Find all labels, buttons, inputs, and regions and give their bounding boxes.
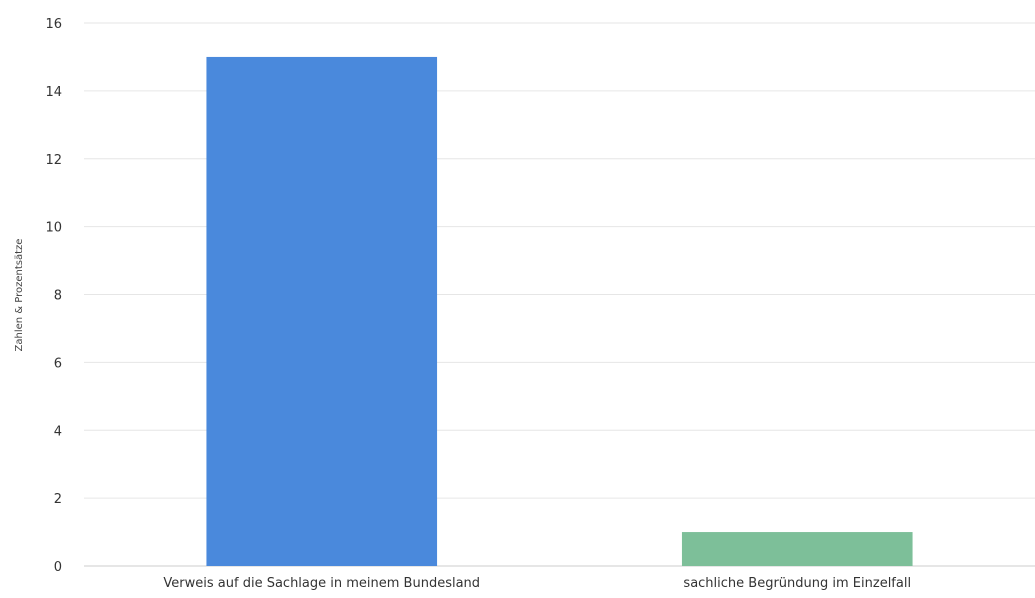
y-tick-label: 8 [54, 289, 62, 304]
bar[interactable] [206, 56, 438, 566]
y-tick-label: 4 [54, 424, 62, 439]
y-axis-ticks: 0 2 4 6 8 10 12 14 16 [45, 17, 62, 575]
bars [206, 56, 913, 566]
x-category-label: Verweis auf die Sachlage in meinem Bunde… [163, 576, 480, 591]
x-category-label: sachliche Begründung im Einzelfall [683, 576, 911, 591]
y-tick-label: 0 [54, 560, 62, 575]
y-tick-label: 16 [45, 17, 62, 32]
y-axis-title: Zahlen & Prozentsätze [14, 239, 25, 352]
y-tick-label: 12 [45, 153, 62, 168]
y-tick-label: 10 [45, 221, 62, 236]
x-axis-labels: Verweis auf die Sachlage in meinem Bunde… [163, 576, 911, 591]
y-tick-label: 6 [54, 356, 62, 371]
bar[interactable] [681, 532, 913, 566]
y-tick-label: 2 [54, 492, 62, 507]
y-tick-label: 14 [45, 85, 62, 100]
